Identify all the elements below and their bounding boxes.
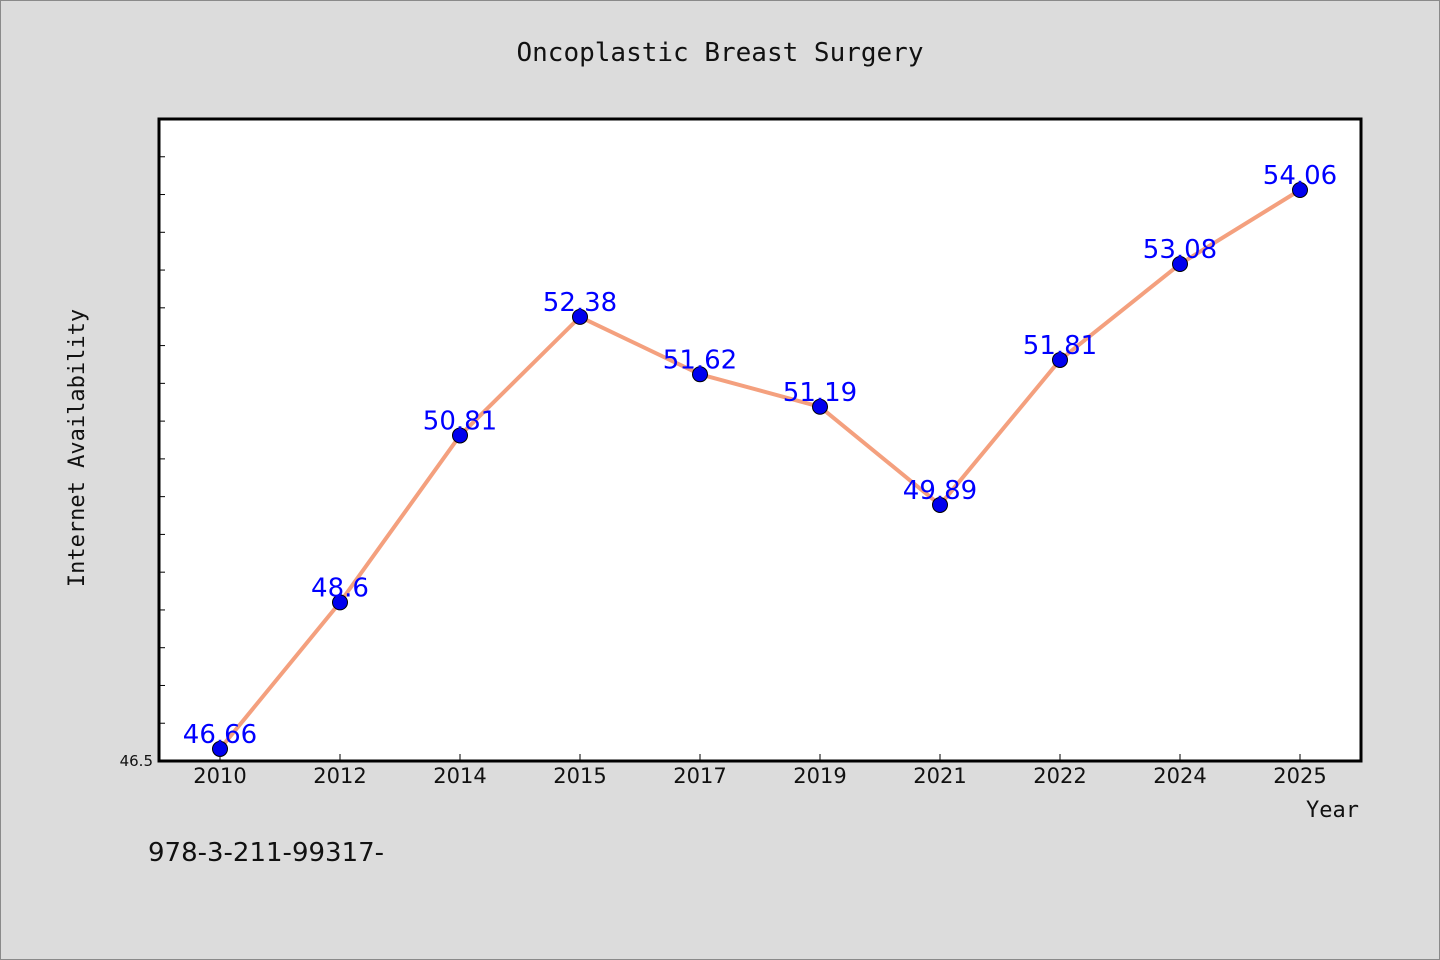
data-label-2010: 46.66 xyxy=(183,720,257,750)
y-axis-label: Internet Availability xyxy=(65,309,90,587)
x-tick-label-2012: 2012 xyxy=(313,764,366,788)
data-point-2021 xyxy=(932,496,948,513)
data-point-2019 xyxy=(812,398,828,415)
x-tick-label-2015: 2015 xyxy=(553,764,606,788)
x-tick-label-2019: 2019 xyxy=(793,764,846,788)
data-label-2012: 48.6 xyxy=(311,573,369,603)
x-axis-label: Year xyxy=(1306,798,1359,823)
plot-border xyxy=(157,117,1363,763)
data-point-2010 xyxy=(212,740,228,757)
x-tick-label-2025: 2025 xyxy=(1273,764,1326,788)
data-point-2015 xyxy=(572,308,588,325)
data-label-2017: 51.62 xyxy=(663,345,737,375)
data-point-2022 xyxy=(1052,351,1068,368)
data-point-2012 xyxy=(332,594,348,611)
x-axis-tick-labels: 2010 2012 2014 2015 2017 2019 2021 2022 2024 2025 xyxy=(193,764,1326,788)
data-label-2019: 51.19 xyxy=(783,378,857,408)
x-tick-label-2021: 2021 xyxy=(913,764,966,788)
data-markers xyxy=(212,181,1308,757)
footer-isbn-text: 978-3-211-99317- xyxy=(148,838,384,868)
data-label-2014: 50.81 xyxy=(423,406,497,436)
data-label-2015: 52.38 xyxy=(543,288,617,318)
x-tick-label-2017: 2017 xyxy=(673,764,726,788)
x-tick-label-2014: 2014 xyxy=(433,764,486,788)
x-tick-label-2010: 2010 xyxy=(193,764,246,788)
data-label-2024: 53.08 xyxy=(1143,235,1217,265)
data-point-2024 xyxy=(1172,256,1188,273)
data-label-2021: 49.89 xyxy=(903,476,977,506)
data-labels: 46.66 48.6 50.81 52.38 51.62 51.19 49.89 51.81 5… xyxy=(183,161,1337,750)
plot-area xyxy=(159,119,1361,761)
data-point-2025 xyxy=(1292,181,1308,198)
x-tick-label-2024: 2024 xyxy=(1153,764,1206,788)
chart-title: Oncoplastic Breast Surgery xyxy=(517,38,924,68)
data-label-2022: 51.81 xyxy=(1023,331,1097,361)
data-label-2025: 54.06 xyxy=(1263,161,1337,191)
data-point-2017 xyxy=(692,366,708,383)
y-axis-min-label: 46.5 xyxy=(120,752,153,770)
x-tick-label-2022: 2022 xyxy=(1033,764,1086,788)
series-line xyxy=(218,188,1302,751)
data-point-2014 xyxy=(452,427,468,444)
